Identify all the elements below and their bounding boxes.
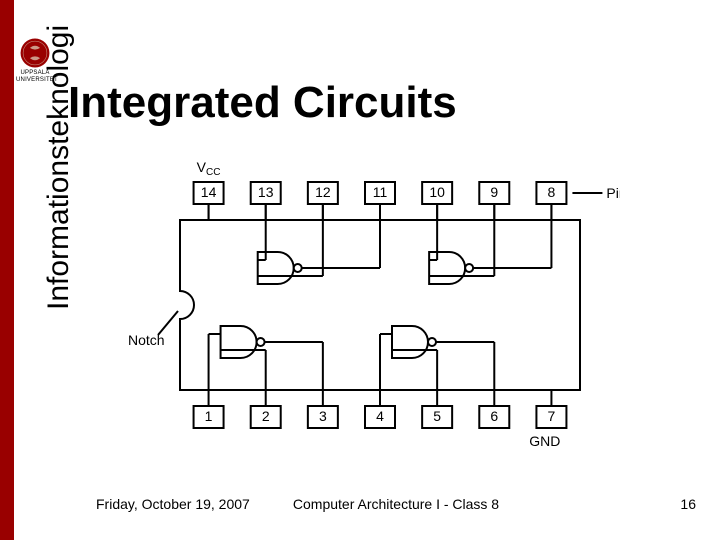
svg-text:8: 8 [548, 184, 556, 200]
svg-text:11: 11 [373, 184, 388, 200]
svg-text:12: 12 [315, 184, 331, 200]
footer-course: Computer Architecture I - Class 8 [96, 496, 696, 512]
svg-text:2: 2 [262, 408, 270, 424]
svg-text:7: 7 [548, 408, 556, 424]
page-title: Integrated Circuits [68, 78, 457, 128]
footer-page: 16 [680, 496, 696, 512]
svg-text:5: 5 [433, 408, 441, 424]
svg-text:GND: GND [529, 433, 560, 449]
svg-text:VCC: VCC [197, 159, 221, 178]
svg-text:1: 1 [205, 408, 213, 424]
svg-text:Pin 8: Pin 8 [606, 185, 620, 201]
svg-text:13: 13 [258, 184, 274, 200]
ic-diagram: 1413121110981234567VCCPin 8GNDNotch [110, 150, 620, 470]
footer: Friday, October 19, 2007 Computer Archit… [96, 496, 696, 512]
svg-text:3: 3 [319, 408, 327, 424]
svg-text:6: 6 [490, 408, 498, 424]
svg-text:9: 9 [490, 184, 498, 200]
svg-text:10: 10 [429, 184, 445, 200]
svg-text:14: 14 [201, 184, 217, 200]
sidebar-label: Informationsteknologi [42, 25, 76, 310]
accent-bar [0, 0, 14, 540]
svg-text:4: 4 [376, 408, 384, 424]
